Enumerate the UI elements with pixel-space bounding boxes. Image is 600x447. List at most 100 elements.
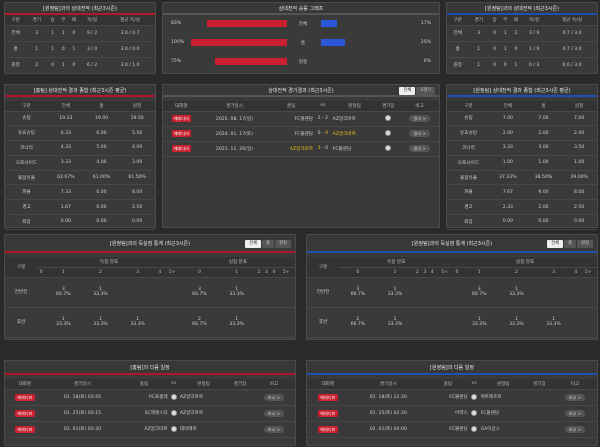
compare-button[interactable]: 비교 > — [564, 393, 586, 401]
table-cell: 2.50 — [119, 199, 155, 216]
goal-percent: 33.3% — [471, 322, 487, 327]
goal-cell — [262, 277, 271, 308]
compare-button[interactable]: 비교 > — [564, 409, 586, 417]
tab-away[interactable]: 원정 — [275, 240, 291, 248]
goal-cell: 1 33.3% — [81, 277, 120, 308]
column-header: 경기일시 — [348, 379, 429, 390]
table-header-row: 대회명 경기일시 홈팀 vs 원정팀 경기장 비고 — [163, 101, 439, 112]
table-cell: 7.67 — [490, 184, 526, 201]
result-button[interactable]: 결과 > — [409, 145, 430, 152]
goal-cell — [421, 307, 429, 338]
goal-cell — [579, 307, 597, 338]
compare-button[interactable]: 비교 > — [564, 425, 586, 433]
column-header: 경기장 — [525, 379, 553, 390]
away-percent: 17% — [420, 21, 431, 26]
goal-percent: 33.3% — [546, 322, 561, 327]
tab-5-matches[interactable]: 5경기 — [416, 87, 435, 95]
match-date: 01. 25(토) 00:15 — [44, 405, 121, 422]
row-label: 경고 — [447, 199, 490, 216]
away-bar-track — [321, 20, 417, 27]
soccer-ball-icon — [471, 409, 478, 416]
tab-home[interactable]: 홈 — [564, 240, 577, 248]
compare-button[interactable]: 비교 > — [263, 409, 285, 417]
table-row: 후반 1 33.3% 1 33.3% 1 33.3% 2 66.7% 1 33.3% — [5, 307, 295, 338]
home-team: PC프롱레 — [120, 389, 168, 406]
tab-all[interactable]: 전체 — [547, 240, 564, 248]
table-cell: 3.0 / 0.0 — [105, 41, 155, 58]
column-header: 평균 득/실 — [547, 15, 597, 26]
match-date: 2024. 01. 17(토) — [199, 126, 270, 142]
table-cell: 19.50 — [119, 111, 155, 127]
goal-count-header: 0 — [37, 267, 45, 278]
graph-label: 원정 — [298, 60, 308, 65]
home-bar — [207, 20, 287, 27]
home-score: 2 — [317, 116, 321, 121]
table-cell: 6.33 — [48, 125, 84, 142]
goal-cell — [435, 307, 454, 338]
table-row: 전반전 3 66.7% 1 33.3% 3 66.7% 1 33.3% — [5, 277, 295, 308]
result-button[interactable]: 결과 > — [409, 115, 430, 122]
goal-percent: 33.3% — [509, 292, 524, 297]
competition-badge: 에레디비 — [318, 425, 338, 433]
goal-count-header: 1 — [44, 267, 82, 278]
table-cell: 3 — [26, 25, 48, 42]
tab-all[interactable]: 전체 — [245, 240, 262, 248]
goal-cell — [413, 277, 422, 308]
tab-home[interactable]: 홈 — [262, 240, 275, 248]
goal-count-header: 3 — [421, 267, 429, 278]
column-header: 전체 — [48, 101, 84, 112]
competition-badge: 에레디비 — [171, 145, 191, 152]
note-cell: 결과 > — [400, 126, 439, 142]
column-header: vs — [313, 101, 333, 112]
note-cell: 결과 > — [400, 111, 439, 127]
away-score: 4 — [325, 131, 329, 136]
column-header: 홈팀 — [269, 101, 313, 112]
goal-cell: 3 66.7% — [44, 277, 82, 308]
goal-count: 3 — [356, 287, 360, 292]
tab-away[interactable]: 원정 — [577, 240, 593, 248]
goal-cell: 2 66.7% — [180, 307, 219, 338]
table-row: 에레디비 2023. 11. 26(일) AZ알크마르 3 - 0 FC볼렌담 결과 > — [163, 141, 439, 157]
home-bar-track — [191, 39, 287, 46]
column-header: 경기일시 — [199, 101, 270, 112]
goal-count: 3 — [61, 287, 65, 292]
away-h2h-title: [원정팀]과의 상대전적 (최근3시즌) — [447, 3, 597, 15]
column-header: vs — [167, 379, 180, 390]
result-button[interactable]: 결과 > — [409, 130, 430, 137]
compare-button[interactable]: 비교 > — [263, 425, 285, 433]
home-team: FC볼렌담 — [428, 421, 468, 438]
home-goal-stats-table: 구분 득점 분포 실점 분포 0 1 2 3 4 5+ 0 1 2 3 4 5+ 전반전 3 66.7% 1 33.3… — [5, 257, 295, 338]
home-team: FC볼렌담 — [269, 111, 313, 127]
column-header: 패 — [510, 15, 522, 26]
goal-percent: 33.3% — [387, 322, 403, 327]
table-cell: 1 — [57, 57, 69, 74]
row-label: 경고 — [5, 199, 48, 216]
compare-button[interactable]: 비교 > — [263, 393, 285, 401]
table-cell: 9.00 — [525, 184, 562, 201]
table-row: 에레디비 01. 18(토) 02:45 PC프롱레 AZ알크마르 비교 > — [5, 389, 295, 406]
away-team: AZ알크마르 — [179, 389, 228, 406]
table-cell: 1.00 — [561, 155, 597, 171]
column-header: 경기 — [26, 15, 48, 26]
goal-cell — [270, 277, 278, 308]
goal-count-header: 3 — [119, 267, 157, 278]
goal-count-header: 2 — [413, 267, 422, 278]
table-row: 퇴장 0.00 0.00 0.00 — [447, 214, 597, 230]
table-cell: 1 — [468, 57, 490, 74]
table-cell: 0 — [510, 41, 522, 58]
goal-cell — [37, 307, 45, 338]
row-label: 후반 — [5, 307, 38, 338]
sub-header-row: 0 1 2 3 4 5+ 0 1 2 3 4 5+ — [5, 267, 295, 278]
home-team: SC헤렌스타 — [120, 405, 168, 422]
note-cell: 비교 > — [552, 405, 597, 422]
table-cell: 0.7 / 3.0 — [547, 25, 597, 42]
goal-cell — [270, 307, 278, 338]
graph-row: 75% 원정 0% — [163, 53, 439, 72]
tab-all[interactable]: 전체 — [399, 87, 416, 95]
goal-cell — [255, 307, 263, 338]
table-cell: 0 — [489, 41, 500, 58]
table-cell: 1 — [26, 41, 48, 58]
column-header: 무 — [57, 15, 69, 26]
table-row: 코너킥 4.33 5.00 4.00 — [5, 140, 155, 156]
column-header: 대회명 — [307, 379, 349, 390]
